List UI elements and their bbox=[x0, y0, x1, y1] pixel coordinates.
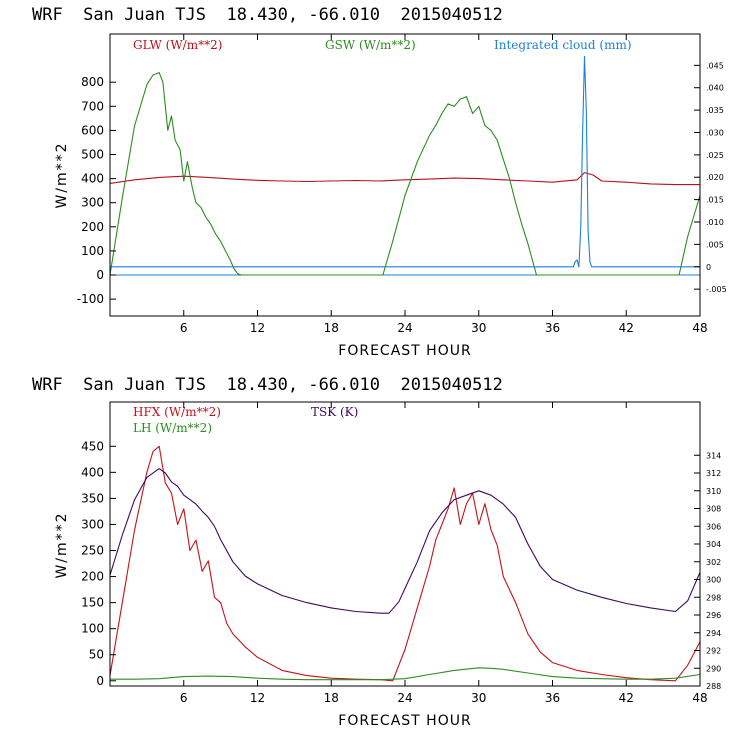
x-tick-label: 24 bbox=[397, 321, 412, 335]
y-tick-label: -100 bbox=[77, 292, 104, 306]
x-tick-label: 48 bbox=[692, 691, 707, 705]
series-line-glw bbox=[109, 172, 700, 186]
panel-radiation-cloud: WRF San Juan TJS 18.430, -66.010 2015040… bbox=[32, 5, 727, 359]
series-line-gsw bbox=[109, 72, 701, 276]
y2-tick-label: 312 bbox=[706, 469, 721, 478]
y2-tick-label: -.005 bbox=[706, 285, 727, 294]
y2-tick-label: 304 bbox=[706, 540, 721, 549]
y2-tick-label: 308 bbox=[706, 505, 721, 514]
y-tick-label: 0 bbox=[96, 674, 104, 688]
y2-tick-label: 302 bbox=[706, 558, 721, 567]
y-tick-label: 350 bbox=[81, 491, 104, 505]
y2-tick-label: 288 bbox=[706, 682, 721, 691]
y2-tick-label: .035 bbox=[706, 106, 724, 115]
y-tick-label: 450 bbox=[81, 439, 104, 453]
y-axis-label: W/m**2 bbox=[54, 141, 70, 208]
y-tick-label: 300 bbox=[81, 517, 104, 531]
y-tick-label: 150 bbox=[81, 596, 104, 610]
y2-tick-label: .015 bbox=[706, 196, 724, 205]
x-axis-label: FORECAST HOUR bbox=[338, 713, 471, 729]
y-tick-label: 400 bbox=[81, 465, 104, 479]
legend-lh: LH (W/m**2) bbox=[133, 421, 212, 435]
y-tick-label: 0 bbox=[96, 268, 104, 282]
legend-hfx: HFX (W/m**2) bbox=[133, 405, 221, 419]
x-tick-label: 42 bbox=[619, 691, 634, 705]
y2-tick-label: 300 bbox=[706, 576, 721, 585]
series-line-integrated bbox=[110, 55, 700, 268]
plot-frame bbox=[109, 401, 701, 687]
y2-tick-label: 314 bbox=[706, 451, 721, 460]
x-axis-label: FORECAST HOUR bbox=[338, 343, 471, 359]
series-line-hfx bbox=[109, 445, 701, 682]
y2-tick-label: 306 bbox=[706, 522, 721, 531]
legend-tsk: TSK (K) bbox=[311, 405, 358, 419]
y-tick-label: 200 bbox=[81, 570, 104, 584]
y2-tick-label: .025 bbox=[706, 151, 724, 160]
y2-tick-label: 298 bbox=[706, 593, 721, 602]
series-line-lh bbox=[110, 667, 701, 681]
y-tick-label: 250 bbox=[81, 544, 104, 558]
y-tick-label: 500 bbox=[81, 148, 104, 162]
y-tick-label: 400 bbox=[81, 172, 104, 186]
y2-tick-label: 310 bbox=[706, 487, 721, 496]
y2-tick-label: 290 bbox=[706, 664, 721, 673]
y-tick-label: 600 bbox=[81, 123, 104, 137]
x-tick-label: 12 bbox=[250, 321, 265, 335]
y2-tick-label: 296 bbox=[706, 611, 721, 620]
legend-gsw: GSW (W/m**2) bbox=[325, 38, 416, 52]
y2-tick-label: .010 bbox=[706, 218, 724, 227]
x-tick-label: 36 bbox=[545, 691, 560, 705]
y2-tick-label: .045 bbox=[706, 61, 724, 70]
y2-tick-label: 0 bbox=[706, 263, 711, 272]
y-axis-label: W/m**2 bbox=[54, 511, 70, 578]
y2-tick-label: .030 bbox=[706, 128, 724, 137]
x-tick-label: 48 bbox=[692, 321, 707, 335]
x-tick-label: 24 bbox=[397, 691, 412, 705]
y2-tick-label: 292 bbox=[706, 647, 721, 656]
y2-tick-label: .005 bbox=[706, 240, 724, 249]
panel-title: WRF San Juan TJS 18.430, -66.010 2015040… bbox=[32, 5, 503, 25]
y-tick-label: 300 bbox=[81, 196, 104, 210]
y-tick-label: 200 bbox=[81, 220, 104, 234]
x-tick-label: 6 bbox=[180, 321, 188, 335]
y2-tick-label: .040 bbox=[706, 84, 724, 93]
y-tick-label: 700 bbox=[81, 99, 104, 113]
panel-fluxes-skin-temp: WRF San Juan TJS 18.430, -66.010 2015040… bbox=[32, 375, 721, 729]
x-tick-label: 30 bbox=[471, 691, 486, 705]
x-tick-label: 36 bbox=[545, 321, 560, 335]
y-tick-label: 50 bbox=[89, 648, 104, 662]
y-tick-label: 800 bbox=[81, 75, 104, 89]
x-tick-label: 30 bbox=[471, 321, 486, 335]
x-tick-label: 6 bbox=[180, 691, 188, 705]
series-line-tsk bbox=[109, 468, 701, 614]
panel-title: WRF San Juan TJS 18.430, -66.010 2015040… bbox=[32, 375, 503, 395]
x-tick-label: 18 bbox=[324, 691, 339, 705]
y2-tick-label: .020 bbox=[706, 173, 724, 182]
y-tick-label: 100 bbox=[81, 244, 104, 258]
legend-cloud: Integrated cloud (mm) bbox=[494, 38, 632, 52]
x-tick-label: 18 bbox=[324, 321, 339, 335]
x-tick-label: 42 bbox=[619, 321, 634, 335]
y2-tick-label: 294 bbox=[706, 629, 721, 638]
x-tick-label: 12 bbox=[250, 691, 265, 705]
y-tick-label: 100 bbox=[81, 622, 104, 636]
plot-frame bbox=[109, 33, 701, 317]
legend-glw: GLW (W/m**2) bbox=[133, 38, 222, 52]
